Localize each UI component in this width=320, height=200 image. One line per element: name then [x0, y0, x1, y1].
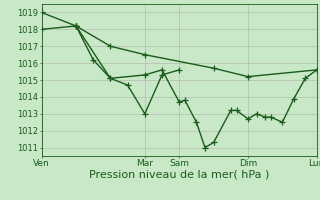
X-axis label: Pression niveau de la mer( hPa ): Pression niveau de la mer( hPa ) — [89, 170, 269, 180]
